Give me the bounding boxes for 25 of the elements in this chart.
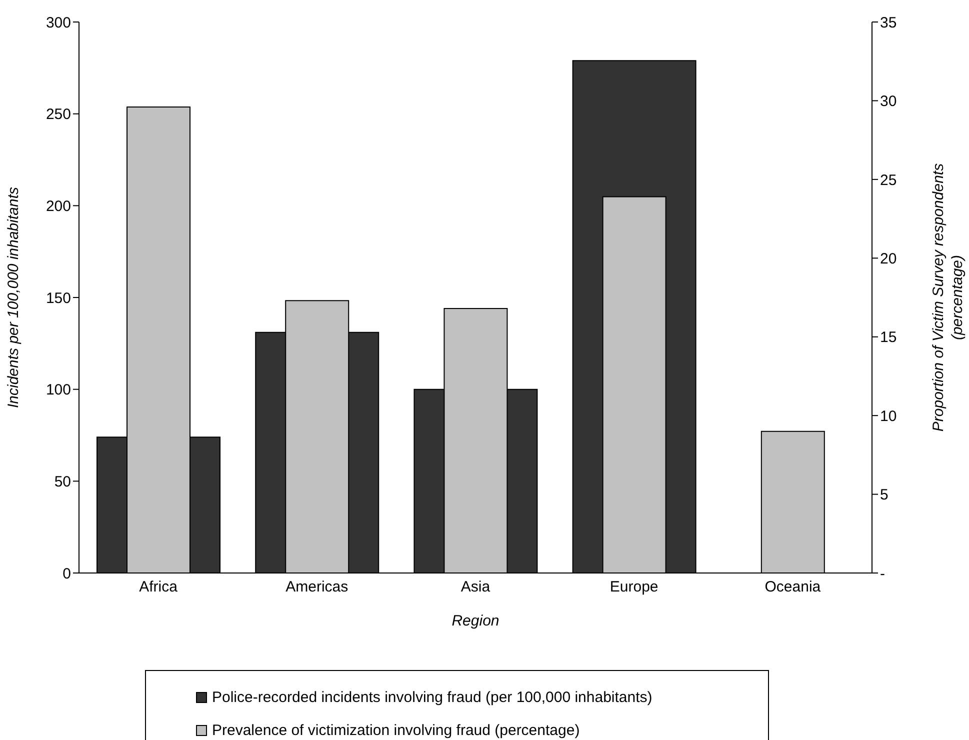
x-tick-label: Africa: [139, 578, 178, 596]
y2-axis-title: Proportion of Victim Survey respondents (percentage): [930, 162, 966, 432]
y-tick-label: 100: [46, 382, 71, 399]
legend-label: Police-recorded incidents involving fraud (per 100,000 inhabitants): [212, 689, 652, 706]
x-axis-title: Region: [452, 612, 500, 630]
y2-tick-label: 30: [880, 93, 897, 110]
legend-label: Prevalence of victimization involving fraud (percentage): [212, 722, 580, 739]
y-tick-label: 300: [46, 14, 71, 32]
x-tick-label: Oceania: [764, 578, 822, 596]
y-tick-label: 50: [54, 473, 71, 490]
y-tick-label: 200: [46, 198, 71, 215]
y2-tick-label: 25: [880, 172, 897, 189]
y-tick-label: 0: [62, 565, 71, 582]
x-tick-label: Americas: [286, 578, 348, 596]
y2-tick-label: 35: [880, 14, 897, 32]
x-tick-label: Asia: [460, 578, 491, 596]
y2-tick-label: 10: [880, 408, 897, 425]
y-tick-label: 250: [46, 106, 71, 124]
y2-tick-label: 5: [880, 486, 888, 504]
y-axis-title: Incidents per 100,000 inhabitants: [5, 186, 22, 408]
y2-tick-label: 20: [880, 250, 897, 268]
x-tick-label: Europe: [610, 578, 658, 596]
y2-tick-label: 15: [880, 329, 897, 346]
y2-tick-label: -: [880, 565, 885, 582]
y-tick-label: 150: [46, 290, 71, 307]
